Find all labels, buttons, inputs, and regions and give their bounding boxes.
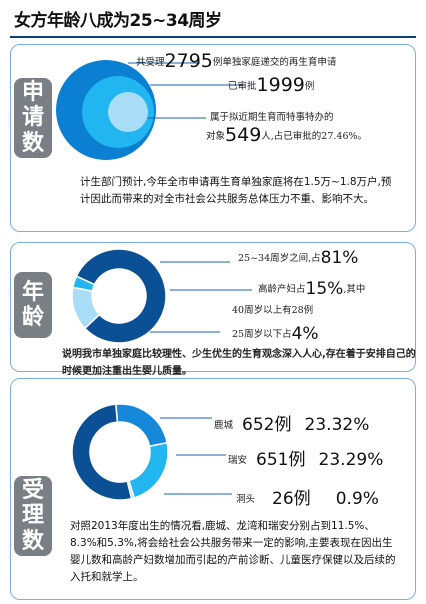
accepted-row: 鹿城 652例 23.32% xyxy=(214,410,369,435)
slice-age-under-25 xyxy=(71,275,96,292)
place-name: 鹿城 xyxy=(214,420,234,431)
tab-char: 年 xyxy=(21,279,44,305)
age-paragraph: 说明我市单独家庭比较理性、少生优生的生育观念深入人心,存在着于安排自己的时候更加… xyxy=(62,349,416,377)
age-line2: 高龄产妇占15%,其中 xyxy=(258,279,366,299)
tab-char: 理 xyxy=(21,503,44,529)
tab-char: 数 xyxy=(21,130,44,156)
place-pct: 23.32% xyxy=(304,415,370,435)
section-age-frame xyxy=(10,242,416,372)
place-pct: 23.29% xyxy=(318,450,384,470)
slice-age-25-34 xyxy=(75,248,167,344)
age-line4: 25周岁以下占4% xyxy=(232,324,319,344)
applications-paragraph: 计生部门预计,今年全市申请再生育单独家庭将在1.5万~1.8万户,预计因此而带来… xyxy=(80,176,392,205)
title-rule xyxy=(10,36,416,38)
section-tab-applications: 申 请 数 xyxy=(14,78,52,158)
accepted-paragraph: 对照2013年度出生的情况看,鹿城、龙湾和瑞安分别占到11.5%、8.3%和5.… xyxy=(70,520,396,583)
approved-count: 1999 xyxy=(256,74,305,96)
received-count: 2795 xyxy=(164,50,213,72)
tab-char: 数 xyxy=(21,528,44,554)
section-tab-accepted: 受 理 数 xyxy=(14,476,52,556)
page-title: 女方年龄八成为25~34周岁 xyxy=(14,11,222,31)
age-older-share: 15% xyxy=(305,279,344,299)
applications-line1: 共受理2795例单独家庭递交的再生育申请 xyxy=(136,50,337,72)
accepted-donut xyxy=(71,403,169,501)
age-line1: 25~34周岁之间,占81% xyxy=(238,248,359,268)
section-accepted-frame xyxy=(10,378,416,600)
slice-other xyxy=(71,403,133,501)
place-count: 26例 xyxy=(272,489,311,509)
tab-char: 龄 xyxy=(21,305,44,330)
age-under-25-share: 4% xyxy=(291,324,319,344)
tab-char: 受 xyxy=(21,478,44,504)
accepted-row: 洞头 26例 0.9% xyxy=(236,484,379,509)
special-count: 549 xyxy=(225,124,262,146)
tab-char: 申 xyxy=(21,80,44,106)
section-applications-frame xyxy=(10,44,416,232)
applications-line3: 属于拟近期生育而特事特办的 xyxy=(210,112,334,123)
place-name: 洞头 xyxy=(236,494,256,505)
accepted-row: 瑞安 651例 23.29% xyxy=(228,445,383,470)
age-line3: 40周岁以上有28例 xyxy=(232,305,314,316)
place-count: 651例 xyxy=(256,450,306,470)
circle-special xyxy=(108,92,148,132)
place-name: 瑞安 xyxy=(228,455,248,466)
tab-char: 请 xyxy=(21,105,44,131)
applications-line2: 已审批1999例 xyxy=(228,74,315,96)
age-25-34-share: 81% xyxy=(320,248,359,268)
age-donut xyxy=(71,248,167,344)
applications-line4: 对象549人,占已审批的27.46%。 xyxy=(206,124,368,146)
place-pct: 0.9% xyxy=(335,489,379,509)
section-tab-age: 年 龄 xyxy=(14,272,52,338)
place-count: 652例 xyxy=(242,415,292,435)
applications-circles xyxy=(56,60,156,160)
